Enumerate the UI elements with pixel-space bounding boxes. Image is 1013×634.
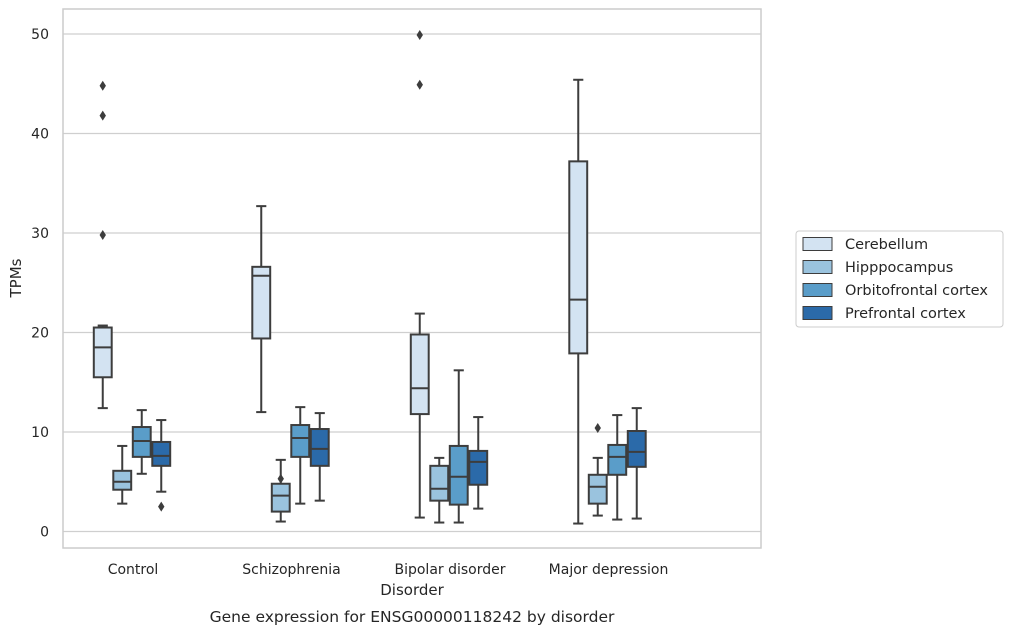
box-prefrontal-cortex (309, 412, 330, 502)
x-tick-label: Control (108, 562, 159, 578)
legend-label: Hipppocampus (845, 260, 953, 276)
box-iqr (568, 160, 589, 355)
legend-label: Cerebellum (845, 237, 928, 253)
box-orbitofrontal-cortex (290, 406, 311, 505)
outlier-point (277, 473, 284, 484)
box-iqr (468, 449, 489, 486)
box-iqr (448, 444, 469, 506)
box-iqr (112, 469, 133, 491)
x-tick-label: Major depression (549, 562, 669, 578)
legend-swatch (802, 260, 833, 274)
box-iqr (607, 443, 628, 476)
box-plots (92, 29, 647, 525)
y-tick-labels: 0 10 20 30 40 50 (31, 27, 49, 541)
legend-swatch (802, 283, 833, 297)
box-prefrontal-cortex (468, 416, 489, 510)
y-tick-label: 50 (31, 27, 49, 43)
box-hipppocampus (587, 423, 608, 517)
box-prefrontal-cortex (626, 407, 647, 520)
y-tick-label: 20 (31, 326, 49, 342)
outlier-point (594, 423, 601, 434)
box-iqr (409, 333, 430, 416)
y-tick-label: 40 (31, 127, 49, 143)
x-tick-label: Schizophrenia (242, 562, 340, 578)
legend-frame (795, 230, 1004, 328)
box-iqr (251, 265, 272, 340)
box-cerebellum (568, 78, 589, 525)
box-cerebellum (92, 80, 113, 410)
chart-caption: Gene expression for ENSG00000118242 by d… (210, 608, 615, 626)
box-prefrontal-cortex (151, 419, 172, 512)
box-iqr (290, 424, 311, 458)
box-hipppocampus (429, 456, 450, 524)
outlier-point (99, 229, 106, 240)
box-hipppocampus (112, 444, 133, 505)
box-hipppocampus (270, 458, 291, 523)
outlier-point (99, 110, 106, 121)
box-iqr (92, 326, 113, 379)
outlier-point (416, 79, 423, 90)
grid-lines (63, 33, 761, 533)
plot-frame (62, 8, 762, 549)
box-cerebellum (409, 29, 430, 519)
legend: Cerebellum Hipppocampus Orbitofrontal cort… (795, 230, 1004, 328)
box-orbitofrontal-cortex (607, 414, 628, 521)
box-orbitofrontal-cortex (131, 409, 152, 475)
y-tick-label: 10 (31, 425, 49, 441)
box-iqr (429, 464, 450, 502)
box-iqr (309, 428, 330, 467)
box-iqr (151, 440, 172, 467)
x-tick-label: Bipolar disorder (394, 562, 505, 578)
legend-label: Orbitofrontal cortex (845, 283, 988, 299)
outlier-point (99, 80, 106, 91)
y-axis-title: TPMs (7, 258, 25, 298)
box-iqr (270, 482, 291, 513)
box-iqr (587, 473, 608, 505)
legend-label: Prefrontal cortex (845, 306, 966, 322)
box-cerebellum (251, 205, 272, 414)
x-tick-labels: Control Schizophrenia Bipolar disorder Majo… (108, 562, 669, 578)
box-iqr (626, 430, 647, 468)
box-orbitofrontal-cortex (448, 369, 469, 524)
legend-swatch (802, 306, 833, 320)
outlier-point (416, 29, 423, 40)
x-axis-title: Disorder (380, 581, 444, 599)
legend-swatch (802, 237, 833, 251)
outlier-point (158, 501, 165, 512)
y-tick-label: 30 (31, 226, 49, 242)
y-tick-label: 0 (40, 525, 49, 541)
